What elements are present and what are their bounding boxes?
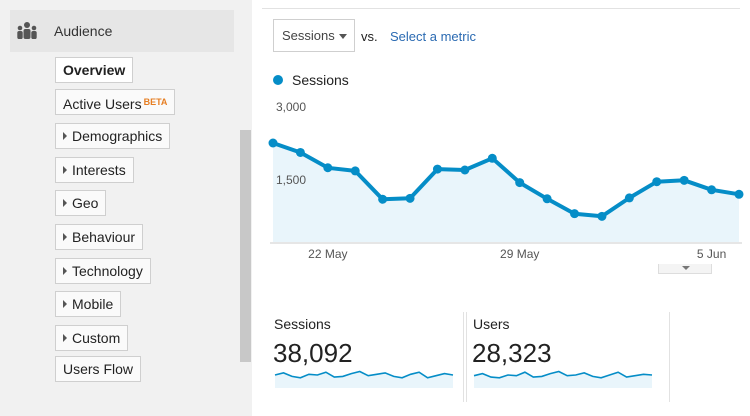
- sessions-chart: 3,000 1,500 22 May 29 May 5 Jun: [268, 100, 744, 261]
- sparkline-line: [274, 370, 454, 379]
- data-point[interactable]: [515, 178, 525, 188]
- nav-interests-label: Interests: [72, 162, 126, 178]
- x-tick-labels: 22 May 29 May 5 Jun: [308, 247, 726, 261]
- data-point[interactable]: [268, 138, 278, 148]
- nav-overview[interactable]: Overview: [55, 57, 134, 83]
- x-tick-label: 22 May: [308, 247, 347, 261]
- scorecard-sessions[interactable]: Sessions 38,092: [268, 312, 464, 402]
- chevron-down-icon: [682, 266, 690, 270]
- x-tick-label: 5 Jun: [697, 247, 726, 261]
- nav-technology[interactable]: Technology: [55, 258, 151, 284]
- data-point[interactable]: [707, 185, 717, 195]
- nav-interests[interactable]: Interests: [55, 157, 134, 183]
- legend-label-sessions: Sessions: [292, 72, 349, 88]
- sparkline-line: [473, 370, 653, 379]
- sessions-line: [272, 141, 740, 219]
- scorecard-value: 38,092: [273, 338, 353, 368]
- nav-mobile[interactable]: Mobile: [55, 291, 122, 317]
- nav-demographics-label: Demographics: [72, 128, 163, 144]
- data-point[interactable]: [624, 193, 634, 203]
- x-tick-label: 29 May: [500, 247, 539, 261]
- sidebar-section-audience[interactable]: [10, 10, 234, 52]
- nav-active-users[interactable]: Active Users BETA: [55, 89, 176, 115]
- data-point[interactable]: [542, 194, 552, 204]
- data-point[interactable]: [378, 194, 388, 204]
- metric-select-value: Sessions: [282, 28, 335, 43]
- nav-geo-label: Geo: [72, 195, 99, 211]
- nav-active-users-label: Active Users: [63, 96, 142, 112]
- data-point[interactable]: [295, 147, 305, 157]
- expand-arrow-icon: [63, 300, 67, 308]
- nav-users-flow[interactable]: Users Flow: [55, 356, 142, 382]
- data-point[interactable]: [597, 211, 607, 221]
- nav-custom[interactable]: Custom: [55, 325, 129, 351]
- data-point[interactable]: [323, 163, 333, 173]
- nav-technology-label: Technology: [72, 263, 143, 279]
- scorecard-value: 28,323: [472, 338, 552, 368]
- data-point[interactable]: [432, 164, 442, 174]
- data-point[interactable]: [487, 153, 497, 163]
- expand-arrow-icon: [63, 166, 67, 174]
- nav-custom-label: Custom: [72, 330, 121, 346]
- sessions-sparkline: [274, 370, 454, 388]
- nav-demographics[interactable]: Demographics: [55, 123, 171, 149]
- users-sparkline: [473, 370, 653, 388]
- divider: [262, 8, 740, 9]
- data-point[interactable]: [679, 175, 689, 185]
- select-metric-link[interactable]: Select a metric: [390, 29, 476, 44]
- sidebar-section-label: Audience: [54, 23, 113, 39]
- beta-badge: BETA: [143, 97, 168, 107]
- sidebar-scrollbar[interactable]: [240, 130, 251, 362]
- expand-arrow-icon: [63, 267, 67, 275]
- nav-overview-label: Overview: [63, 62, 126, 78]
- sidebar: Audience Overview Active Users BETA Demog…: [0, 0, 252, 416]
- expand-arrow-icon: [63, 132, 67, 140]
- data-point[interactable]: [570, 209, 580, 219]
- vs-label: vs.: [361, 29, 378, 44]
- data-point[interactable]: [734, 189, 744, 199]
- data-point[interactable]: [405, 193, 415, 203]
- sessions-points: [268, 138, 744, 221]
- y-tick-label: 1,500: [276, 173, 306, 187]
- data-point[interactable]: [460, 165, 470, 175]
- expand-arrow-icon: [63, 233, 67, 241]
- nav-mobile-label: Mobile: [72, 296, 114, 312]
- nav-geo[interactable]: Geo: [55, 190, 107, 216]
- chevron-down-icon: [339, 34, 347, 39]
- data-point[interactable]: [350, 166, 360, 176]
- chart-collapse-toggle[interactable]: [658, 264, 712, 274]
- nav-behaviour-label: Behaviour: [72, 229, 136, 245]
- legend-swatch-sessions: [273, 75, 283, 85]
- audience-people-icon: [17, 22, 37, 39]
- y-tick-label: 3,000: [276, 100, 306, 114]
- data-point[interactable]: [652, 177, 662, 187]
- nav-behaviour[interactable]: Behaviour: [55, 224, 144, 250]
- metric-select[interactable]: Sessions: [273, 19, 355, 52]
- scorecard-label: Users: [473, 316, 510, 332]
- expand-arrow-icon: [63, 334, 67, 342]
- nav-users-flow-label: Users Flow: [63, 361, 134, 377]
- scorecard-users[interactable]: Users 28,323: [466, 312, 670, 402]
- sessions-area: [273, 143, 739, 242]
- expand-arrow-icon: [63, 199, 67, 207]
- scorecard-label: Sessions: [274, 316, 331, 332]
